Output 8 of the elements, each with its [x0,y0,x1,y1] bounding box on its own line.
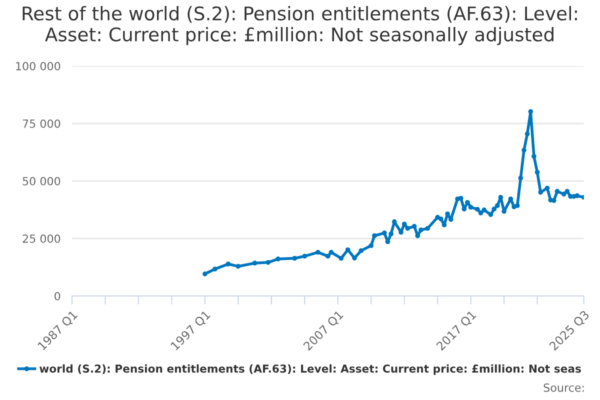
chart-title: Rest of the world (S.2): Pension entitlements (AF.63): Level: Asset: Current price: £million: Not seasonally adjusted [22,6,577,46]
y-tick-label: 25 000 [22,234,60,243]
y-tick-label: 50 000 [22,176,60,186]
y-tick-label: 100 000 [16,62,60,70]
source-note: Source: [544,383,584,392]
legend-label: world (S.2): Pension entitlements (AF.63): Level: Asset: Current price: £million: Not seas [40,364,581,375]
y-tick-label: 75 000 [22,119,60,128]
y-tick-label: 0 [54,292,60,300]
